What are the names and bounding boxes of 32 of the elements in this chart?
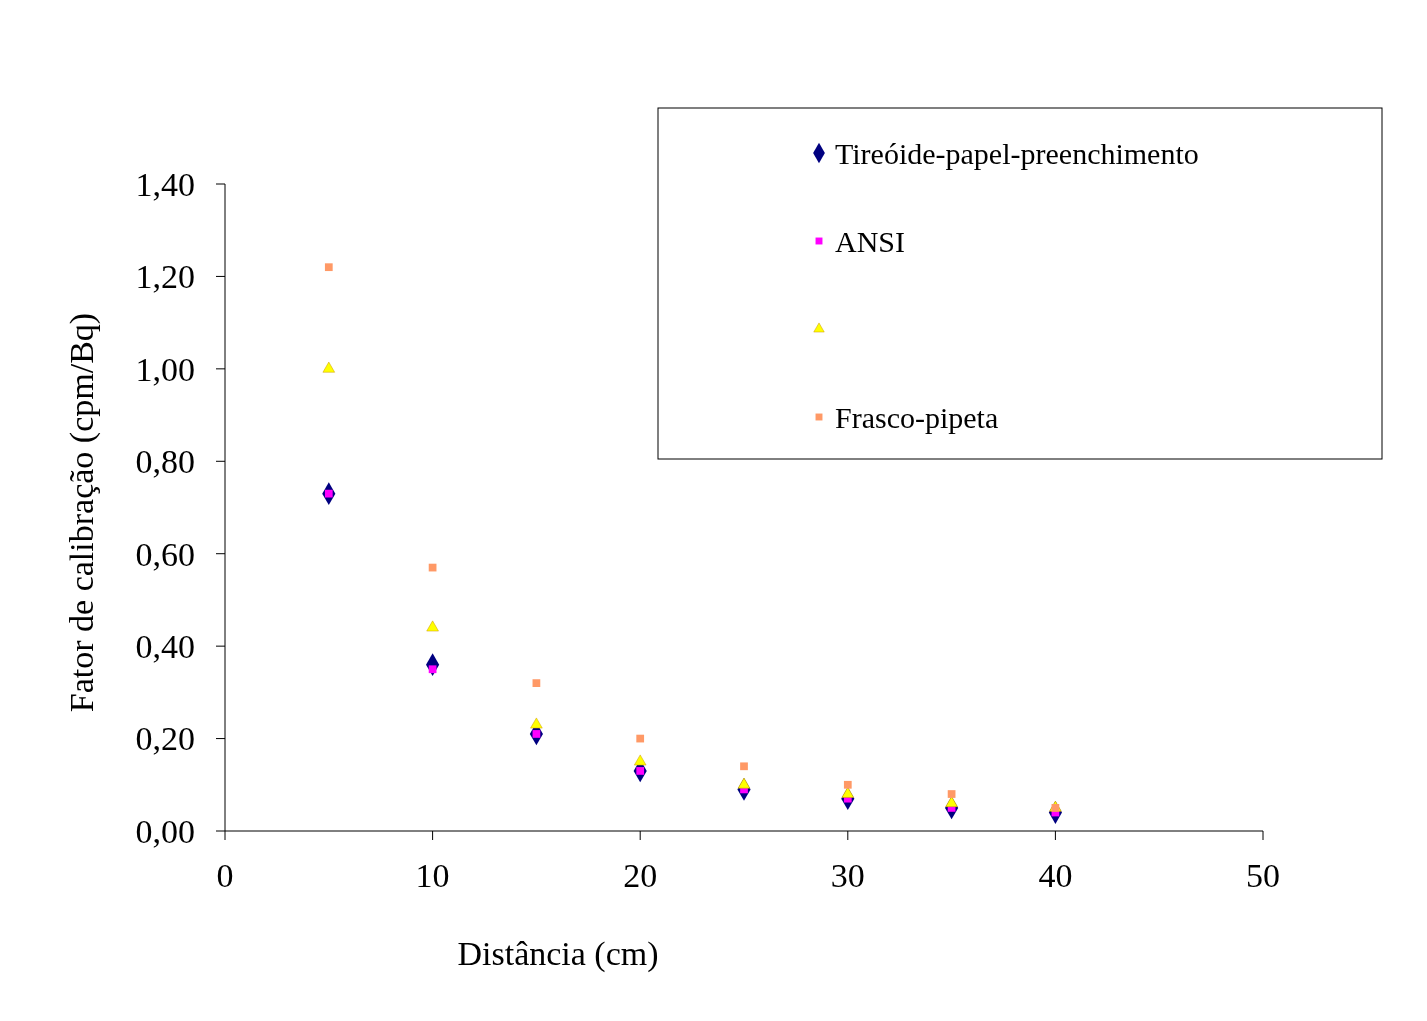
legend-label: Tireóide-papel-preenchimento: [835, 136, 1199, 170]
x-tick-label: 50: [1246, 857, 1280, 894]
point: [945, 796, 958, 807]
y-axis-title: Fator de calibração (cpm/Bq): [63, 312, 101, 713]
point: [530, 717, 543, 729]
point: [532, 679, 541, 687]
point: [843, 780, 852, 789]
point: [636, 734, 645, 743]
legend-label: ANSI: [835, 224, 906, 258]
point: [428, 665, 437, 674]
legend-label: Frasco-pipeta: [835, 400, 999, 434]
y-tick-label: 0,60: [135, 535, 195, 573]
x-tick-label: 20: [623, 857, 658, 894]
x-tick-label: 0: [216, 857, 234, 894]
y-tick-label: 1,20: [135, 258, 195, 296]
point: [324, 263, 333, 272]
y-tick-label: 0,40: [135, 628, 195, 666]
y-tick-label: 0,20: [135, 720, 195, 758]
point: [740, 762, 748, 771]
x-tick-label: 10: [415, 857, 450, 894]
y-tick-label: 1,00: [135, 350, 195, 388]
point: [426, 620, 439, 632]
x-tick-label: 40: [1038, 857, 1073, 894]
x-axis-title: Distância (cm): [457, 935, 659, 973]
y-tick-label: 1,40: [135, 165, 195, 203]
y-tick-label: 0,80: [135, 443, 195, 481]
x-tick-label: 30: [830, 857, 865, 894]
y-tick-label: 0,00: [135, 812, 195, 850]
point: [737, 777, 751, 789]
point: [634, 754, 647, 766]
point: [947, 790, 956, 798]
point: [322, 361, 335, 373]
